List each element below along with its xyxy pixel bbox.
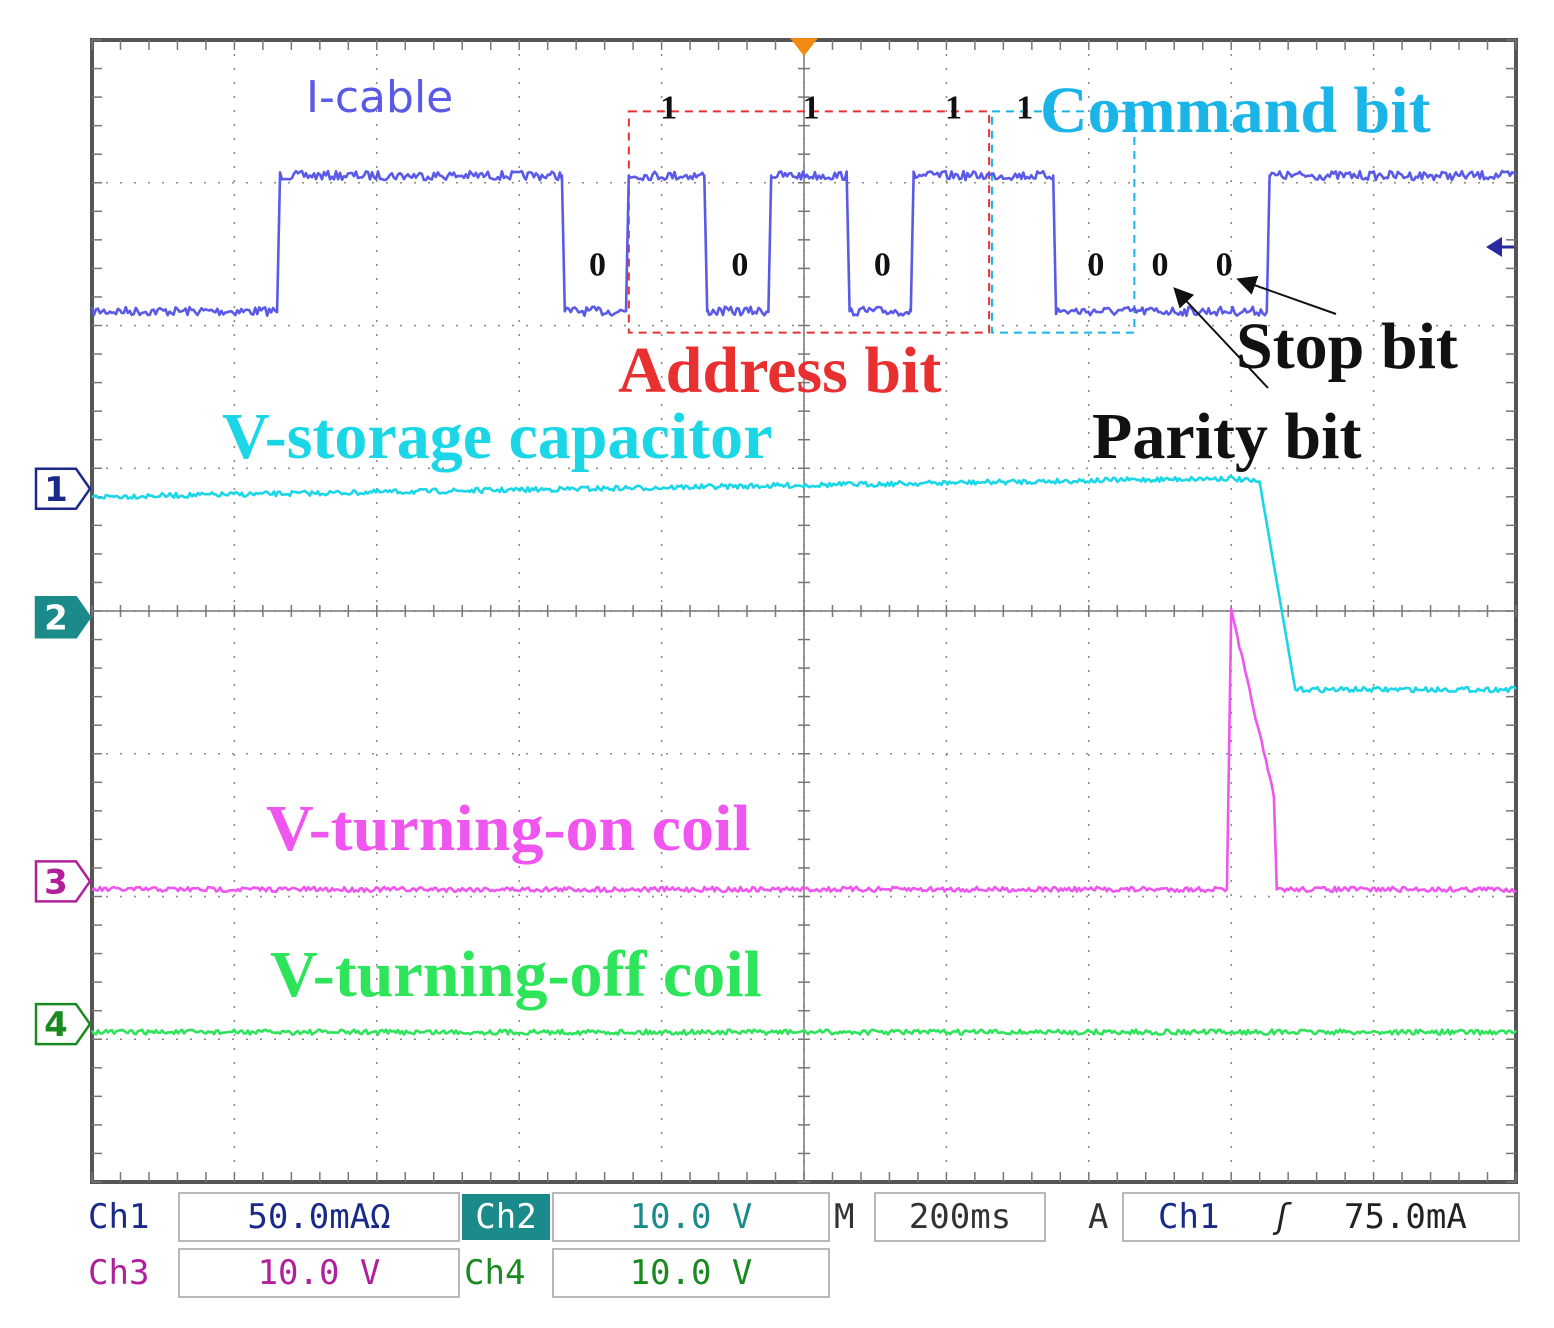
ch1-scale: 50.0mAΩ (178, 1192, 460, 1242)
ch3-label: Ch3 (88, 1253, 150, 1293)
label-command-bit: Command bit (1040, 74, 1431, 147)
channel-marker-label-2: 2 (44, 598, 68, 638)
ch4-label: Ch4 (464, 1253, 526, 1293)
bit-label: 1 (945, 90, 962, 127)
trigger-level-icon (1486, 236, 1502, 257)
channel-marker-2 (34, 596, 92, 639)
channel-markers: 1 2 3 4 (34, 467, 92, 1046)
annotation-labels: I-cable Command bit Address bit Stop bit Par… (222, 72, 1458, 1011)
ch1-label: Ch1 (88, 1197, 150, 1237)
channel-marker-label-4: 4 (44, 1005, 68, 1045)
ch4-scale: 10.0 V (552, 1248, 830, 1298)
trigger-source: Ch1 (1158, 1197, 1220, 1237)
bit-labels: 0 1 0 1 0 1 1 0 0 0 (589, 90, 1233, 284)
timebase-prefix: M (834, 1197, 855, 1237)
channel-marker-label-3: 3 (44, 862, 68, 902)
bit-label: 0 (731, 247, 748, 284)
label-address-bit: Address bit (618, 334, 941, 407)
trace-v-turning-off-coil (90, 1028, 1517, 1036)
bit-label: 0 (1152, 247, 1169, 284)
label-i-cable: I-cable (306, 72, 453, 123)
channel-marker-label-1: 1 (44, 470, 68, 510)
bit-label: 0 (1087, 247, 1104, 284)
timebase-value: 200ms (874, 1192, 1046, 1242)
ch2-label: Ch2 (462, 1194, 550, 1240)
trigger-position-icon (790, 38, 818, 56)
bit-label: 1 (1016, 90, 1033, 127)
label-v-turning-off-coil: V-turning-off coil (270, 938, 762, 1011)
bit-label: 1 (803, 90, 820, 127)
bit-label: 0 (589, 247, 606, 284)
channel-marker-1 (34, 467, 92, 511)
stop-bit-arrow (1236, 275, 1337, 315)
trace-i-cable (90, 169, 1517, 318)
channel-marker-3 (34, 860, 92, 903)
trigger-level: 75.0mA (1344, 1197, 1467, 1237)
trace-v-turning-on-coil (91, 607, 1517, 894)
channel-marker-4 (34, 1002, 92, 1046)
trigger-prefix: A (1088, 1197, 1109, 1237)
label-v-storage-capacitor: V-storage capacitor (222, 400, 772, 473)
waveform-traces (90, 169, 1517, 1036)
trigger-slope-icon: ʃ (1272, 1197, 1293, 1237)
ch2-scale: 10.0 V (552, 1192, 830, 1242)
oscilloscope-display: 1 2 3 4 0 1 0 1 0 1 1 0 0 0 I-cable Command bit Addres… (34, 38, 1518, 1184)
bit-label: 0 (1216, 247, 1233, 284)
ch3-scale: 10.0 V (178, 1248, 460, 1298)
trigger-readout: Ch1 ʃ 75.0mA (1122, 1192, 1520, 1242)
label-v-turning-on-coil: V-turning-on coil (266, 792, 751, 865)
graticule-grid (90, 38, 1518, 1184)
label-stop-bit: Stop bit (1236, 310, 1458, 383)
trace-v-storage-capacitor (91, 475, 1517, 694)
bit-label: 1 (660, 90, 677, 127)
label-parity-bit: Parity bit (1092, 400, 1361, 473)
command-bit-box (990, 110, 1136, 334)
parity-bit-arrow (1173, 287, 1269, 389)
bit-label: 0 (874, 247, 891, 284)
